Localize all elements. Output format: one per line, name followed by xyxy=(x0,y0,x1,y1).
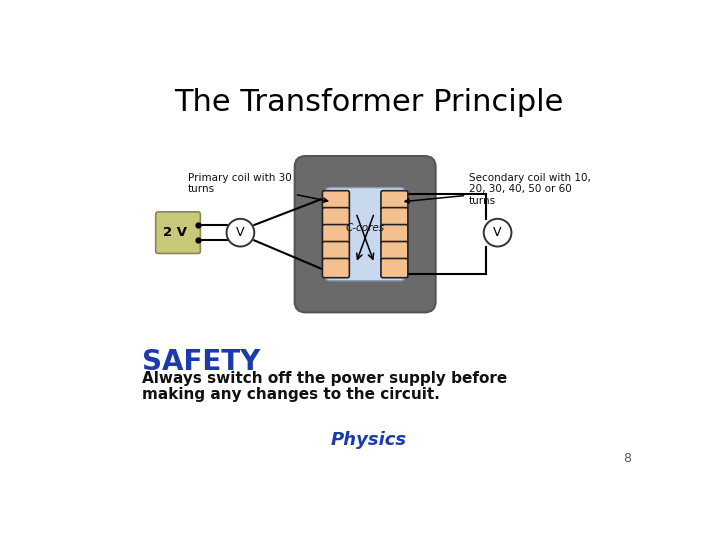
FancyBboxPatch shape xyxy=(323,241,349,261)
FancyBboxPatch shape xyxy=(381,259,408,278)
Circle shape xyxy=(227,219,254,247)
Text: Secondary coil with 10,
20, 30, 40, 50 or 60
turns: Secondary coil with 10, 20, 30, 40, 50 o… xyxy=(405,173,591,206)
Text: SAFETY: SAFETY xyxy=(142,348,260,376)
Circle shape xyxy=(484,219,511,247)
Text: 8: 8 xyxy=(623,452,631,465)
Text: Physics: Physics xyxy=(331,430,407,449)
FancyBboxPatch shape xyxy=(381,225,408,244)
Text: C-cores: C-cores xyxy=(346,223,384,233)
FancyBboxPatch shape xyxy=(156,212,200,253)
Text: V: V xyxy=(493,226,502,239)
FancyBboxPatch shape xyxy=(324,187,406,281)
FancyBboxPatch shape xyxy=(323,191,349,210)
Text: 2 V: 2 V xyxy=(163,226,187,239)
FancyBboxPatch shape xyxy=(323,208,349,227)
FancyBboxPatch shape xyxy=(323,225,349,244)
FancyBboxPatch shape xyxy=(323,259,349,278)
FancyBboxPatch shape xyxy=(381,191,408,210)
FancyBboxPatch shape xyxy=(294,156,436,312)
Text: V: V xyxy=(236,226,245,239)
FancyBboxPatch shape xyxy=(381,208,408,227)
Text: making any changes to the circuit.: making any changes to the circuit. xyxy=(142,387,440,402)
Text: Primary coil with 30
turns: Primary coil with 30 turns xyxy=(188,173,328,202)
Text: The Transformer Principle: The Transformer Principle xyxy=(174,88,564,117)
FancyBboxPatch shape xyxy=(381,241,408,261)
Text: Always switch off the power supply before: Always switch off the power supply befor… xyxy=(142,372,507,386)
